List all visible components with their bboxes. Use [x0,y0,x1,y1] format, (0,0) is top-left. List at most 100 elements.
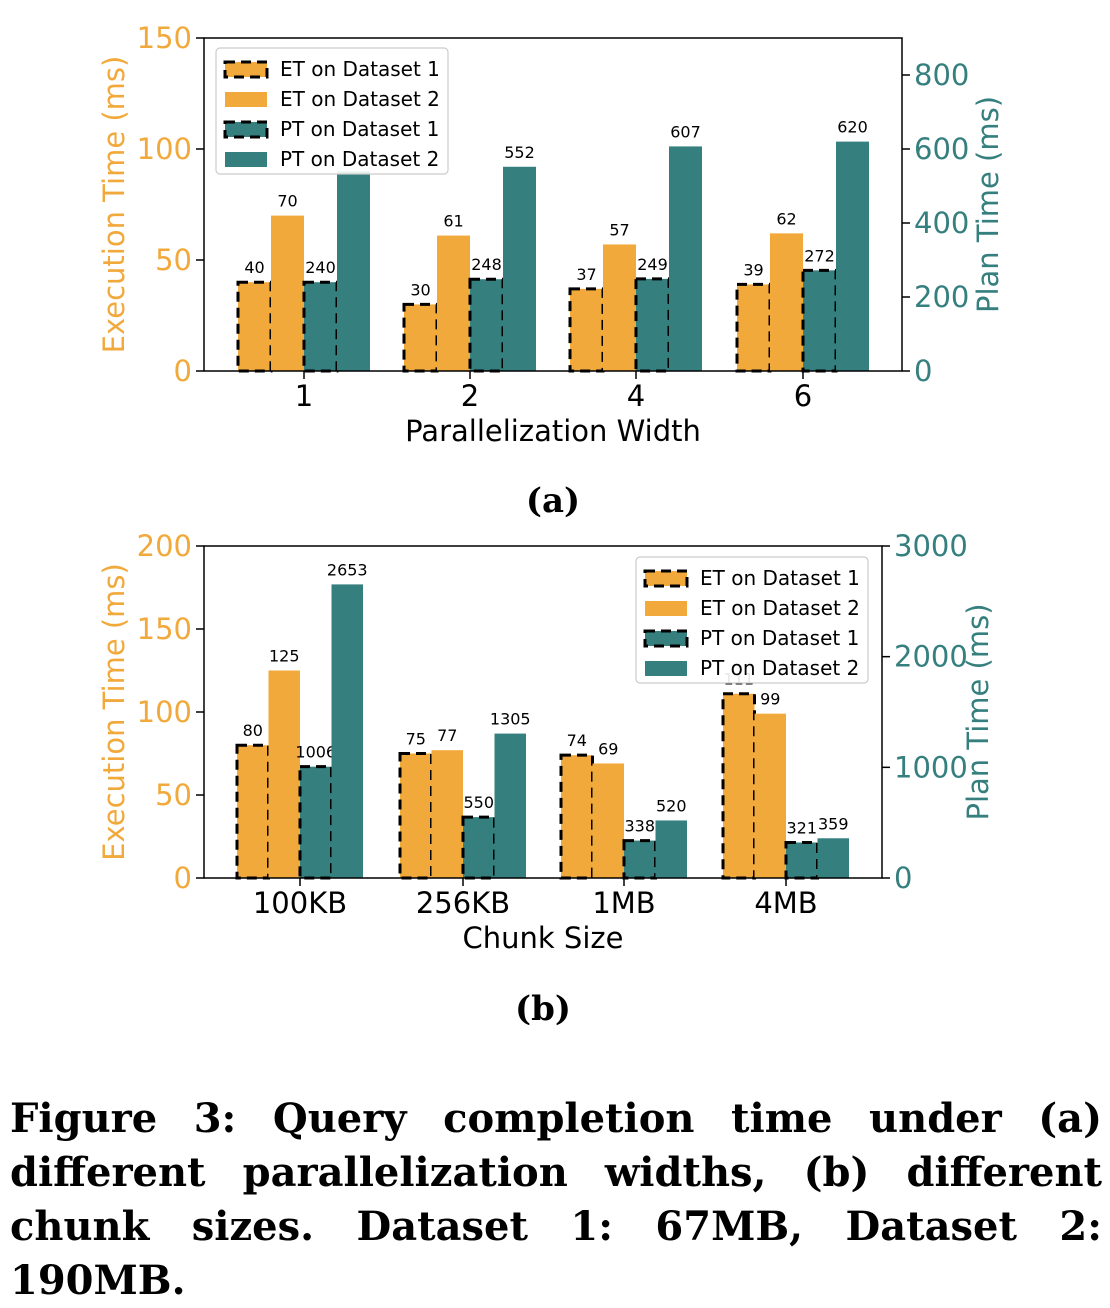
data-label: 248 [471,255,502,274]
y-axis-left-label: Execution Time (ms) [97,56,131,354]
data-label: 321 [786,818,817,837]
data-label: 272 [804,246,835,265]
data-label: 37 [576,265,596,284]
data-label: 620 [837,118,868,137]
legend-box [215,47,449,175]
bar-et-on-dataset-1-6 [735,282,772,373]
bar-pt-on-dataset-2-1MB [655,820,687,878]
data-label: 2653 [327,560,368,579]
data-label: 69 [598,739,618,758]
x-tick-label: 6 [794,379,812,413]
legend-swatch [643,569,689,588]
bar-pt-on-dataset-1-1 [302,280,339,373]
data-label: 70 [277,192,297,211]
legend-swatch [223,60,269,79]
data-label: 99 [760,690,780,709]
left-tick-label: 100 [137,695,192,729]
bar-et-on-dataset-1-4 [568,287,605,373]
data-label: 520 [656,796,687,815]
legend-swatch [223,120,269,139]
bar-et-on-dataset-2-2 [437,235,470,371]
bar-et-on-dataset-2-6 [770,233,803,371]
bar-et-on-dataset-2-1MB [592,763,624,878]
bar-et-on-dataset-2-100KB [268,670,300,878]
bar-pt-on-dataset-2-100KB [331,584,363,878]
data-label: 249 [637,255,668,274]
legend-entry: ET on Dataset 1 [280,57,440,81]
panel-label: (b) [515,989,571,1029]
x-tick-label: 4 [627,379,645,413]
x-tick-label: 1MB [592,886,655,920]
left-tick-label: 150 [137,21,192,55]
left-tick-label: 0 [174,861,192,895]
bar-et-on-dataset-2-4MB [754,713,786,878]
legend-entry: ET on Dataset 2 [700,596,860,620]
data-label: 359 [818,814,849,833]
bar-pt-on-dataset-1-6 [801,268,838,373]
bar-pt-on-dataset-1-1MB [622,839,657,880]
left-tick-label: 0 [174,354,192,388]
x-tick-label: 1 [295,379,313,413]
bar-et-on-dataset-2-1 [271,215,304,371]
legend-box [635,556,869,684]
plot-frame [203,37,903,372]
legend-swatch [645,661,687,676]
data-label: 39 [743,260,763,279]
data-label: 61 [443,212,463,231]
bar-pt-on-dataset-2-4MB [817,838,849,878]
panel-label: (a) [526,481,580,521]
legend-swatch [225,152,267,167]
bar-et-on-dataset-1-256KB [398,752,433,880]
data-label: 74 [567,731,587,750]
bar-pt-on-dataset-2-256KB [494,733,526,878]
legend-entry: PT on Dataset 2 [280,147,439,171]
x-axis-label: Parallelization Width [405,414,701,448]
bar-pt-on-dataset-1-2 [468,277,505,373]
data-label: 57 [609,220,629,239]
x-tick-label: 4MB [754,886,817,920]
y-axis-right-label: Plan Time (ms) [971,96,1005,313]
legend-entry: ET on Dataset 2 [280,87,440,111]
bar-pt-on-dataset-2-1 [337,171,370,371]
bar-et-on-dataset-1-2 [402,302,439,373]
legend-entry: PT on Dataset 1 [700,626,859,650]
y-axis-left-label: Execution Time (ms) [97,563,131,861]
figure-caption: Figure 3: Query completion time under (a… [10,1095,1102,1304]
data-label: 552 [504,143,535,162]
legend-swatch [643,629,689,648]
data-label: 1006 [295,743,336,762]
right-tick-label: 0 [914,354,932,388]
data-label: 40 [244,258,264,277]
bar-et-on-dataset-1-1MB [559,753,594,880]
data-label: 75 [406,730,426,749]
bar-et-on-dataset-2-256KB [431,750,463,878]
bar-pt-on-dataset-2-4 [669,146,702,371]
data-label: 607 [670,122,701,141]
x-tick-label: 2 [461,379,479,413]
bar-et-on-dataset-1-100KB [235,743,270,880]
data-label: 550 [463,793,494,812]
y-axis-right-label: Plan Time (ms) [961,603,995,820]
left-tick-label: 50 [155,778,192,812]
right-tick-label: 600 [914,132,969,166]
bar-pt-on-dataset-2-2 [503,166,536,371]
left-tick-label: 150 [137,612,192,646]
legend-entry: PT on Dataset 1 [280,117,439,141]
data-label: 338 [624,817,655,836]
right-tick-label: 1000 [894,750,968,784]
right-tick-label: 3000 [894,529,968,563]
left-tick-label: 200 [137,529,192,563]
data-label: 77 [437,726,457,745]
x-tick-label: 100KB [253,886,347,920]
chart-chunk-size: 8075741111257769991006550338321265313055… [97,529,995,1029]
bar-et-on-dataset-2-4 [603,244,636,371]
left-tick-label: 50 [155,243,192,277]
bar-pt-on-dataset-1-4 [634,277,671,373]
x-axis-label: Chunk Size [463,921,624,955]
data-label: 240 [305,258,336,277]
bar-et-on-dataset-1-1 [236,280,273,373]
legend-entry: PT on Dataset 2 [700,656,859,680]
legend-swatch [225,92,267,107]
bar-et-on-dataset-1-4MB [721,692,756,880]
